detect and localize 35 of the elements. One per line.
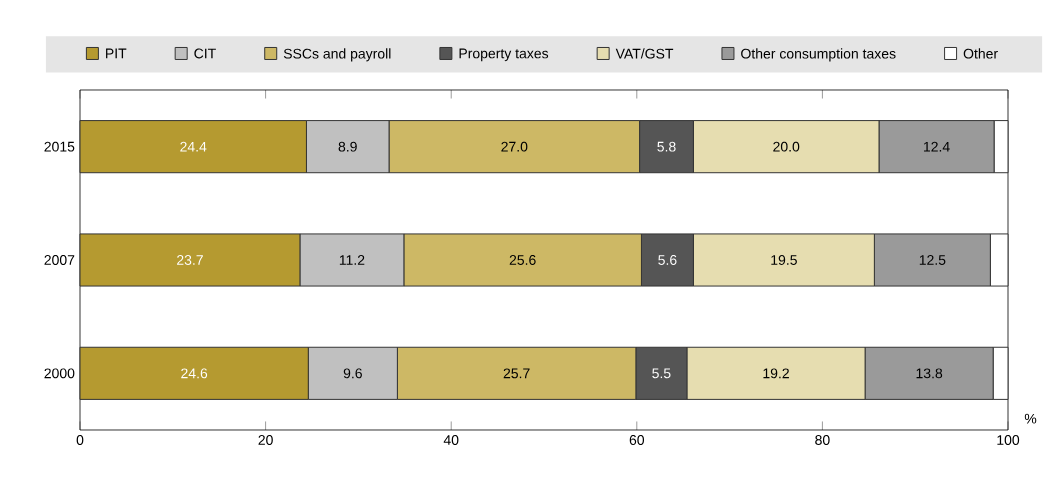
data-label: 8.9	[338, 141, 357, 152]
x-tick-label: 80	[815, 435, 830, 445]
data-label: 19.2	[763, 368, 789, 379]
x-tick-label: 0	[76, 435, 84, 445]
data-label: 12.5	[919, 255, 946, 265]
x-tick-label: 20	[258, 435, 273, 445]
data-label: 24.4	[180, 141, 207, 152]
data-label: 5.6	[658, 255, 677, 265]
x-tick-label: 100	[997, 435, 1020, 445]
y-tick-label: 2015	[44, 141, 75, 152]
data-label: 12.4	[923, 141, 950, 152]
x-tick-label: 60	[629, 435, 645, 445]
data-label: 13.8	[916, 368, 943, 379]
legend-label: PIT	[106, 48, 127, 59]
data-label: 19.5	[771, 255, 797, 265]
data-label: 5.5	[652, 368, 671, 379]
data-label: 20.0	[773, 141, 800, 152]
legend-label: Other	[963, 48, 998, 59]
data-label: 25.7	[503, 368, 530, 379]
data-label: 25.6	[509, 255, 536, 265]
y-tick-label: 2007	[44, 255, 75, 265]
legend-label: Other consumption taxes	[741, 48, 896, 62]
x-tick-label: 40	[443, 435, 459, 445]
legend-label: SSCs and payroll	[283, 48, 391, 62]
x-axis-title: %	[1024, 413, 1037, 424]
data-label: 27.0	[501, 141, 528, 152]
legend-label: VAT/GST	[615, 48, 674, 59]
legend-label: CIT	[194, 48, 216, 59]
data-label: 11.2	[339, 255, 365, 265]
data-label: 5.8	[657, 141, 676, 152]
data-label: 9.6	[343, 368, 362, 379]
y-tick-label: 2000	[44, 368, 75, 379]
data-label: 24.6	[181, 368, 208, 379]
data-label: 23.7	[177, 255, 203, 265]
legend-label: Property taxes	[459, 48, 549, 62]
